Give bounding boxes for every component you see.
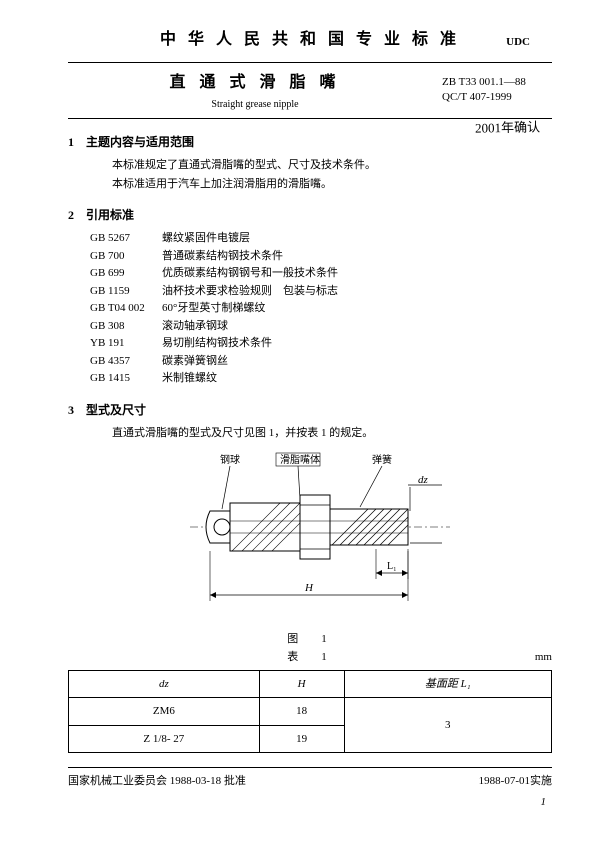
section-1-p1: 本标准规定了直通式滑脂嘴的型式、尺寸及技术条件。 xyxy=(90,157,552,174)
reference-code: YB 191 xyxy=(90,335,162,352)
footer: 国家机械工业委员会 1988-03-18 批准 1988-07-01实施 xyxy=(68,767,552,790)
reference-item: GB 308滚动轴承钢球 xyxy=(90,318,552,335)
reference-item: GB T04 00260°牙型英寸制梯螺纹 xyxy=(90,300,552,317)
section-3-p1: 直通式滑脂嘴的型式及尺寸见图 1，并按表 1 的规定。 xyxy=(90,425,552,442)
reference-title: 米制锥螺纹 xyxy=(162,370,217,387)
figure-1: 钢球 滑脂嘴体 弹簧 dz xyxy=(68,451,552,666)
fig-label-ball: 钢球 xyxy=(220,453,240,466)
standard-code-1: ZB T33 001.1—88 xyxy=(442,75,552,90)
table-row: Z 1/8- 27 xyxy=(69,725,260,753)
th-l: 基面距 L₁ xyxy=(344,670,552,698)
reference-title: 易切削结构钢技术条件 xyxy=(162,335,272,352)
th-h: H xyxy=(259,670,344,698)
standard-code-2: QC/T 407-1999 xyxy=(442,90,552,105)
reference-title: 滚动轴承钢球 xyxy=(162,318,228,335)
reference-item: GB 1159油杯技术要求检验规则 包装与标志 xyxy=(90,283,552,300)
section-1-p2: 本标准适用于汽车上加注润滑脂用的滑脂嘴。 xyxy=(90,176,552,193)
reference-code: GB 1415 xyxy=(90,370,162,387)
title-block: 直 通 式 滑 脂 嘴 Straight grease nipple ZB T3… xyxy=(68,62,552,119)
footer-approval: 国家机械工业委员会 1988-03-18 批准 xyxy=(68,773,246,790)
doc-title-en: Straight grease nipple xyxy=(68,97,442,112)
reference-item: GB 4357碳素弹簧钢丝 xyxy=(90,353,552,370)
table-row: 18 xyxy=(259,698,344,726)
table-row: 19 xyxy=(259,725,344,753)
fig-dim-h: H xyxy=(304,582,314,594)
th-dz: dz xyxy=(69,670,260,698)
fig-dim-l: L₁ xyxy=(387,561,397,572)
section-3-heading: 3 型式及尺寸 xyxy=(68,401,552,419)
table-unit: mm xyxy=(535,649,552,666)
section-2: 2 引用标准 GB 5267螺纹紧固件电镀层GB 700普通碳素结构钢技术条件G… xyxy=(68,206,552,387)
fig-label-spring: 弹簧 xyxy=(372,453,392,466)
doc-title-cn: 直 通 式 滑 脂 嘴 xyxy=(68,71,442,95)
reference-code: GB 5267 xyxy=(90,230,162,247)
reference-item: GB 1415米制锥螺纹 xyxy=(90,370,552,387)
reference-code: GB 308 xyxy=(90,318,162,335)
reference-code: GB 1159 xyxy=(90,283,162,300)
page-org-title: 中 华 人 民 共 和 国 专 业 标 准 xyxy=(68,28,552,52)
section-3: 3 型式及尺寸 直通式滑脂嘴的型式及尺寸见图 1，并按表 1 的规定。 xyxy=(68,401,552,442)
fig-label-body: 滑脂嘴体 xyxy=(280,453,320,466)
footer-effective: 1988-07-01实施 xyxy=(479,773,552,790)
udc-label: UDC xyxy=(506,34,530,51)
reference-title: 油杯技术要求检验规则 包装与标志 xyxy=(162,283,338,300)
section-2-heading: 2 引用标准 xyxy=(68,206,552,224)
page-number: 1 xyxy=(68,794,552,811)
reference-title: 螺纹紧固件电镀层 xyxy=(162,230,250,247)
reference-code: GB 4357 xyxy=(90,353,162,370)
dimension-table: dz H 基面距 L₁ ZM6 18 3 Z 1/8- 27 19 xyxy=(68,670,552,754)
section-1: 1 主题内容与适用范围 本标准规定了直通式滑脂嘴的型式、尺寸及技术条件。 本标准… xyxy=(68,133,552,192)
reference-code: GB 700 xyxy=(90,248,162,265)
reference-code: GB T04 002 xyxy=(90,300,162,317)
table-row: 3 xyxy=(344,698,552,753)
reference-item: GB 699优质碳素结构钢钢号和一般技术条件 xyxy=(90,265,552,282)
reference-title: 60°牙型英寸制梯螺纹 xyxy=(162,300,265,317)
reference-item: YB 191易切削结构钢技术条件 xyxy=(90,335,552,352)
reference-title: 碳素弹簧钢丝 xyxy=(162,353,228,370)
table-row: ZM6 xyxy=(69,698,260,726)
reference-item: GB 5267螺纹紧固件电镀层 xyxy=(90,230,552,247)
fig-dim-dz: dz xyxy=(418,474,429,486)
figure-caption: 图 1 xyxy=(68,631,552,648)
handwritten-note: 2001年确认 xyxy=(475,117,540,138)
reference-item: GB 700普通碳素结构钢技术条件 xyxy=(90,248,552,265)
nipple-diagram: 钢球 滑脂嘴体 弹簧 dz xyxy=(150,451,470,621)
reference-code: GB 699 xyxy=(90,265,162,282)
reference-title: 普通碳素结构钢技术条件 xyxy=(162,248,283,265)
table-caption: 表 1 xyxy=(287,651,333,663)
reference-title: 优质碳素结构钢钢号和一般技术条件 xyxy=(162,265,338,282)
